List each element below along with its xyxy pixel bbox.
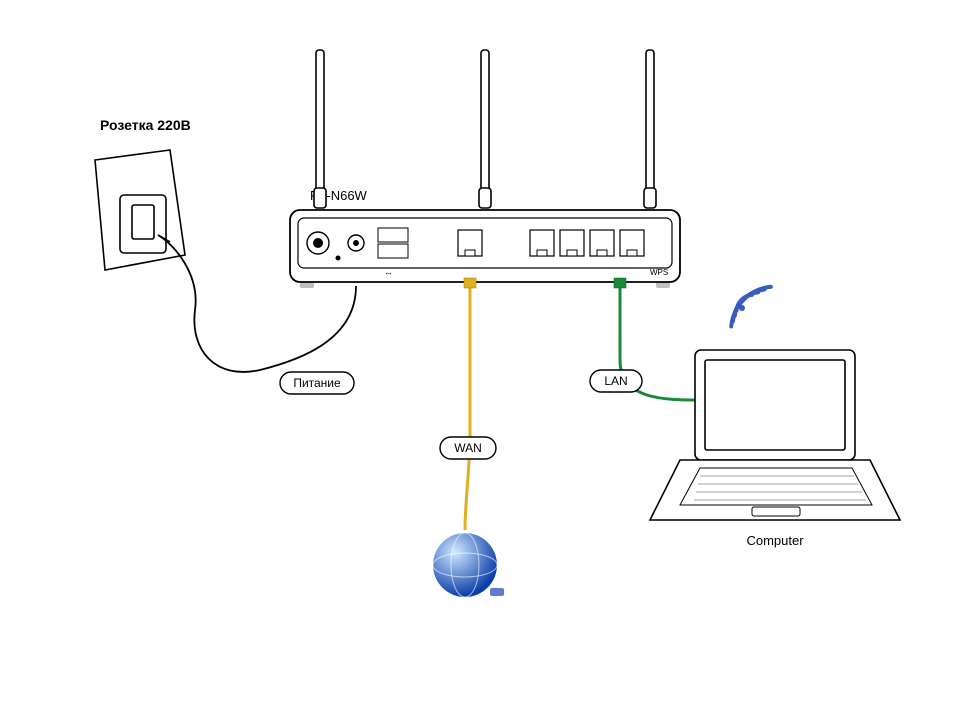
laptop-icon: [650, 350, 900, 520]
wan-plug-icon: [464, 278, 476, 288]
lan-label: LAN: [604, 374, 627, 388]
outlet-label: Розетка 220В: [100, 117, 191, 133]
wifi-signal-icon: [731, 287, 771, 327]
computer-label: Computer: [746, 533, 804, 548]
wan-cable: [465, 282, 470, 530]
wan-label-bubble: WAN: [440, 437, 496, 459]
internet-globe-icon: [433, 533, 504, 597]
connection-diagram: Розетка 220В RT-N66W ↔: [0, 0, 960, 720]
wan-label: WAN: [454, 441, 482, 455]
wall-outlet-icon: [95, 150, 185, 270]
power-label: Питание: [293, 376, 341, 390]
lan-label-bubble: LAN: [590, 370, 642, 392]
lan-plug-icon: [614, 278, 626, 288]
wps-marker: WPS: [650, 268, 668, 277]
usb-marker: ↔: [384, 267, 393, 277]
router-icon: RT-N66W ↔ WPS: [290, 50, 680, 288]
wan-port-icon: [458, 230, 482, 256]
power-label-bubble: Питание: [280, 372, 354, 394]
